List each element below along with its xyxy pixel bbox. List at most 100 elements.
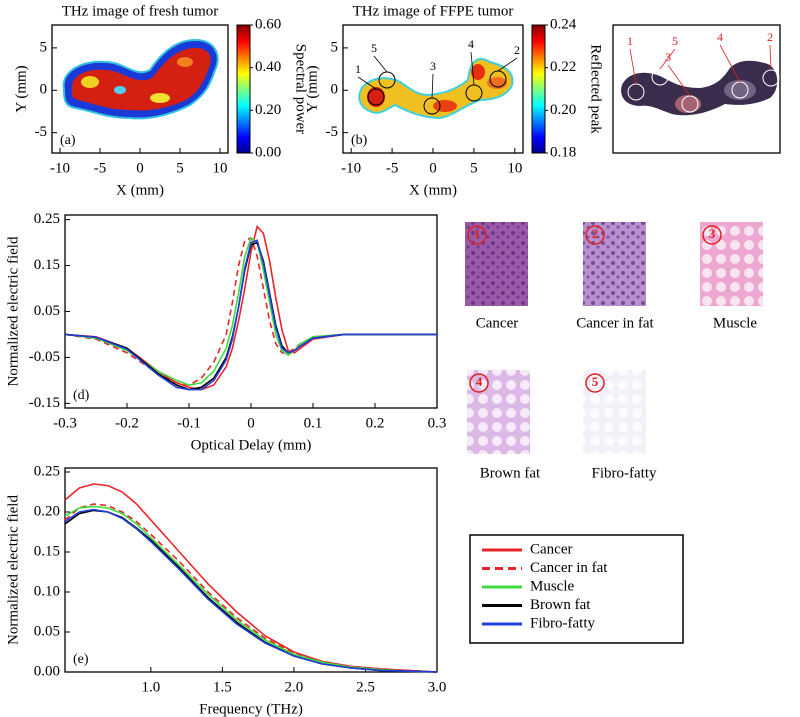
x-tick-label: -0.1 <box>177 415 201 431</box>
colorbar-tick-label: 0.24 <box>550 16 577 32</box>
annotation: 3 <box>665 50 671 64</box>
muscle-region <box>675 95 701 113</box>
annotation-leader <box>497 57 518 72</box>
panel-title: THz image of FFPE tumor <box>353 3 514 19</box>
hotspot <box>177 57 193 67</box>
colorbar <box>236 24 251 154</box>
y-tick-label: 0.15 <box>34 543 60 559</box>
series-line <box>64 224 437 391</box>
histology-label: Fibro-fatty <box>592 465 657 481</box>
frame <box>64 467 438 673</box>
frame <box>64 214 438 409</box>
panel-label: (e) <box>73 652 89 667</box>
y-tick-label: 5 <box>40 39 48 55</box>
x-tick-label: 10 <box>213 160 228 176</box>
y-tick-label: 0.10 <box>34 583 60 599</box>
legend-label: Cancer in fat <box>530 560 608 576</box>
histology-texture <box>700 222 763 306</box>
colorbar-tick-label: 0.20 <box>550 102 576 118</box>
histology-texture <box>583 222 646 306</box>
y-tick-label: 0.20 <box>34 503 60 519</box>
y-tick-label: 0.25 <box>34 463 60 479</box>
y-axis-label: Normalized electric field <box>5 495 21 645</box>
series-line <box>64 509 438 673</box>
colorbar-label: Spectral power <box>293 44 309 134</box>
x-axis-label: X (mm) <box>409 182 457 198</box>
x-tick-label: -0.2 <box>115 415 139 431</box>
annotation: 1 <box>627 34 633 48</box>
histology-number: 1 <box>474 226 481 241</box>
colorbar-tick-label: 0.20 <box>255 102 281 118</box>
annotation-leader <box>769 44 772 71</box>
histology-number: 2 <box>592 226 599 241</box>
annotation: 2 <box>767 30 773 44</box>
frame <box>612 24 781 154</box>
annotation-leader <box>357 76 377 90</box>
annotation-leader <box>373 55 388 73</box>
histology-label: Cancer <box>476 315 518 331</box>
histology-badge <box>469 373 489 393</box>
y-axis-label: Normalized electric field <box>5 236 21 386</box>
histology-texture <box>467 370 530 454</box>
histology-label: Cancer in fat <box>576 315 654 331</box>
tumor-core <box>71 48 211 111</box>
hotspot <box>81 76 99 88</box>
panel-label: (a) <box>60 133 76 148</box>
legend-label: Muscle <box>530 578 575 594</box>
x-tick-label: 0.2 <box>366 415 385 431</box>
histology-label: Brown fat <box>480 465 541 481</box>
colorbar-tick-label: 0.40 <box>255 59 281 75</box>
x-tick-label: 10 <box>507 160 522 176</box>
histology-badge <box>702 225 722 245</box>
x-tick-label: -10 <box>341 160 361 176</box>
x-tick-label: 0 <box>247 415 255 431</box>
series-line <box>64 236 437 386</box>
y-tick-label: -0.05 <box>29 349 60 365</box>
histology-badge <box>467 225 487 245</box>
annotation: 1 <box>355 62 361 76</box>
colorbar-tick-label: 0.22 <box>550 59 576 75</box>
x-tick-label: -5 <box>94 160 107 176</box>
x-tick-label: 5 <box>176 160 184 176</box>
histology-badge <box>585 373 605 393</box>
x-tick-label: -10 <box>50 160 70 176</box>
x-tick-label: 0 <box>136 160 144 176</box>
histology-number: 4 <box>476 374 483 389</box>
annotation-leader <box>659 48 676 70</box>
y-tick-label: -5 <box>35 124 48 140</box>
panel-label: (d) <box>73 388 90 403</box>
annotation: 3 <box>430 59 436 73</box>
y-tick-label: -5 <box>326 124 339 140</box>
x-axis-label: X (mm) <box>116 182 164 198</box>
annotation: 5 <box>672 34 678 48</box>
hotspot <box>471 64 485 80</box>
x-tick-label: -0.3 <box>53 415 77 431</box>
colorbar-tick-label: 0.18 <box>550 144 576 160</box>
annotation: 5 <box>371 41 377 55</box>
y-tick-label: 0.15 <box>34 257 60 273</box>
series-line <box>64 236 437 386</box>
y-tick-label: 0.00 <box>34 663 60 679</box>
annotation-leader <box>667 64 691 97</box>
x-tick-label: 2.5 <box>356 679 375 695</box>
series-line <box>64 241 437 391</box>
x-tick-label: 5 <box>470 160 478 176</box>
fat-region <box>724 80 756 100</box>
histology-badge <box>585 225 605 245</box>
y-tick-label: 0 <box>40 82 48 98</box>
hotspot <box>114 86 126 94</box>
annotation-leader <box>719 44 741 83</box>
x-axis-label: Frequency (THz) <box>199 701 303 717</box>
series-line <box>64 508 438 673</box>
y-tick-label: -0.15 <box>29 395 60 411</box>
y-axis-label: Y (mm) <box>13 65 29 112</box>
annotation: 4 <box>468 37 474 51</box>
y-tick-label: 0.05 <box>34 623 60 639</box>
series-line <box>64 505 438 673</box>
x-tick-label: 0.3 <box>428 415 447 431</box>
panel-label: (b) <box>351 133 368 148</box>
annotation-leader <box>629 48 637 85</box>
hotspot <box>367 87 385 107</box>
y-tick-label: 0.05 <box>34 303 60 319</box>
